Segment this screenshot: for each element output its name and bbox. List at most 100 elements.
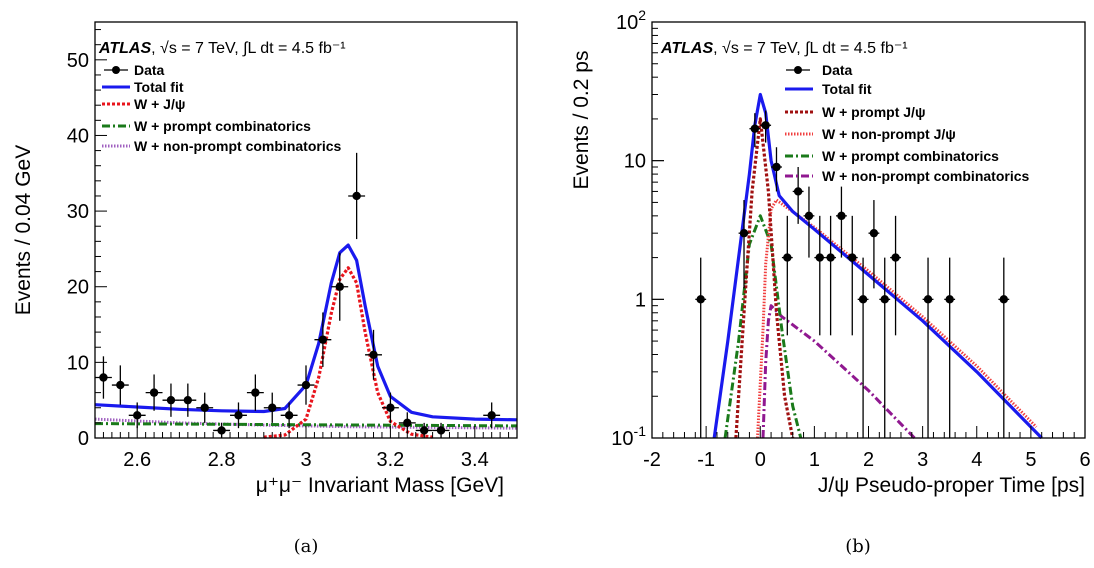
panel-a-marker xyxy=(301,380,311,390)
panel-b-marker xyxy=(750,124,760,133)
panel-b-data-point xyxy=(857,257,869,438)
panel-a-xtick-label: 3.4 xyxy=(461,449,489,471)
legend-b-prompt-comb-label: W + prompt combinatorics xyxy=(822,148,999,164)
panel-b-ticks: -2 -1 0 1 2 3 4 5 6 10-1 1 10 102 xyxy=(611,7,1090,471)
panel-b-data-point xyxy=(760,110,772,143)
panel-b-curve-nonprompt-comb xyxy=(761,304,916,440)
panel-a-marker xyxy=(318,335,328,344)
panel-a-marker xyxy=(419,426,429,435)
panel-b-data-point xyxy=(998,257,1010,438)
legend-b-nonprompt-jpsi-label: W + non-prompt J/ψ xyxy=(822,126,956,142)
panel-a-marker xyxy=(133,411,142,420)
panel-a-energy: , √s = 7 TeV, ∫L dt = 4.5 fb⁻¹ xyxy=(151,40,345,57)
panel-b-ytick-label: 10 xyxy=(624,151,646,173)
panel-b-ylabel: Events / 0.2 ps xyxy=(570,51,593,190)
panel-b-data-point xyxy=(781,215,793,336)
panel-b-marker xyxy=(891,253,900,262)
panel-a-marker xyxy=(335,282,344,291)
panel-b-lifetime-fit: -2 -1 0 1 2 3 4 5 6 10-1 1 10 102 Events / 0.2 ps J/… xyxy=(570,7,1091,557)
panel-b-marker xyxy=(869,228,879,238)
panel-a-data-point xyxy=(381,392,399,423)
panel-b-ytick-label: 102 xyxy=(616,7,646,34)
panel-a-experiment: ATLAS xyxy=(98,40,151,57)
panel-b-data-point xyxy=(836,186,847,258)
panel-b-ytick-label: 10-1 xyxy=(611,423,646,450)
panel-a-marker xyxy=(403,418,412,428)
panel-b-atlas-header: ATLAS, √s = 7 TeV, ∫L dt = 4.5 fb⁻¹ xyxy=(660,40,908,57)
legend-a-data-label: Data xyxy=(134,62,165,78)
panel-a-marker xyxy=(386,403,395,412)
panel-a-xtick-label: 3.2 xyxy=(376,449,404,471)
panel-b-marker xyxy=(858,295,868,304)
panel-a-marker xyxy=(284,411,294,420)
panel-b-data-point xyxy=(879,257,891,438)
panel-a-ytick-label: 30 xyxy=(67,201,89,223)
panel-b-data-point xyxy=(890,215,901,336)
legend-b-data-label: Data xyxy=(822,62,853,78)
panel-a-ytick-label: 50 xyxy=(67,50,89,72)
panel-a-ytick-label: 40 xyxy=(67,125,89,147)
panel-b-marker xyxy=(761,121,770,130)
panel-b-legend: Data Total fit W + prompt J/ψ W + non-pr… xyxy=(785,62,1029,184)
panel-b-marker xyxy=(945,295,954,304)
panel-a-data-point xyxy=(179,383,197,417)
panel-a-xlabel: μ⁺μ⁻ Invariant Mass [GeV] xyxy=(256,474,504,497)
panel-a-data-point xyxy=(280,402,298,429)
legend-a-jpsi-label: W + J/ψ xyxy=(134,96,185,112)
panel-b-marker xyxy=(804,211,814,221)
panel-a-marker xyxy=(436,426,446,435)
panel-b-curve-prompt-jpsi xyxy=(734,117,795,439)
legend-b-data: Data xyxy=(786,62,853,78)
panel-b-energy: , √s = 7 TeV, ∫L dt = 4.5 fb⁻¹ xyxy=(713,40,907,57)
panel-b-data-point xyxy=(803,186,815,258)
panel-a-data-points xyxy=(95,152,501,438)
panel-a-marker xyxy=(116,380,125,390)
panel-b-xlabel: J/ψ Pseudo-proper Time [ps] xyxy=(818,474,1085,497)
panel-a-data-point xyxy=(128,402,146,429)
panel-a-legend: Data Total fit W + J/ψ W + prompt combin… xyxy=(102,62,341,154)
panel-a-marker xyxy=(149,388,159,397)
legend-a-prompt: W + prompt combinatorics xyxy=(102,118,311,134)
panel-b-marker xyxy=(837,211,846,221)
panel-b-xtick-label: 2 xyxy=(863,449,874,471)
panel-b-marker xyxy=(999,295,1009,304)
panel-a-ylabel: Events / 0.04 GeV xyxy=(12,145,35,315)
panel-a-data-point xyxy=(196,392,214,423)
panel-b-curves xyxy=(712,92,1043,440)
panel-a-marker xyxy=(369,350,378,359)
panel-b-marker xyxy=(783,253,792,262)
panel-a-ytick-label: 0 xyxy=(78,428,89,450)
legend-b-prompt-jpsi: W + prompt J/ψ xyxy=(785,104,926,120)
panel-b-marker xyxy=(739,228,749,238)
panel-b-ytick-label: 1 xyxy=(635,289,646,311)
panel-b-xtick-label: 3 xyxy=(917,449,928,471)
panel-b-data-point xyxy=(944,257,956,438)
panel-a-marker xyxy=(99,373,108,382)
panel-b-data-points xyxy=(695,110,1010,438)
panel-a-data-point xyxy=(365,329,382,380)
panel-a-marker xyxy=(352,191,361,201)
panel-a-caption: (a) xyxy=(294,536,319,557)
panel-b-xtick-label: -1 xyxy=(697,449,715,471)
panel-b-curve-prompt-comb xyxy=(723,214,803,439)
legend-b-nonprompt-comb: W + non-prompt combinatorics xyxy=(785,168,1029,184)
legend-b-total-fit-label: Total fit xyxy=(822,81,872,97)
panel-b-xtick-label: 6 xyxy=(1079,449,1090,471)
panel-a-data-point xyxy=(483,402,501,429)
legend-a-data: Data xyxy=(104,62,165,78)
panel-a-xtick-label: 2.6 xyxy=(123,449,151,471)
panel-a-data-point xyxy=(348,152,366,240)
panel-a-atlas-header: ATLAS, √s = 7 TeV, ∫L dt = 4.5 fb⁻¹ xyxy=(98,40,346,57)
panel-a-data-point xyxy=(398,412,416,434)
panel-a-data-point xyxy=(111,365,129,405)
panel-a-data-point xyxy=(263,392,281,423)
panel-a-marker xyxy=(183,395,193,405)
legend-a-total-fit: Total fit xyxy=(102,79,184,95)
legend-a-prompt-label: W + prompt combinatorics xyxy=(134,118,311,134)
panel-b-data-point xyxy=(749,113,761,148)
panel-a-data-point xyxy=(145,374,163,411)
legend-a-nonprompt: W + non-prompt combinatorics xyxy=(102,138,341,154)
panel-a-marker xyxy=(487,411,496,420)
panel-b-data-point xyxy=(792,167,804,224)
panel-b-marker xyxy=(772,162,781,172)
